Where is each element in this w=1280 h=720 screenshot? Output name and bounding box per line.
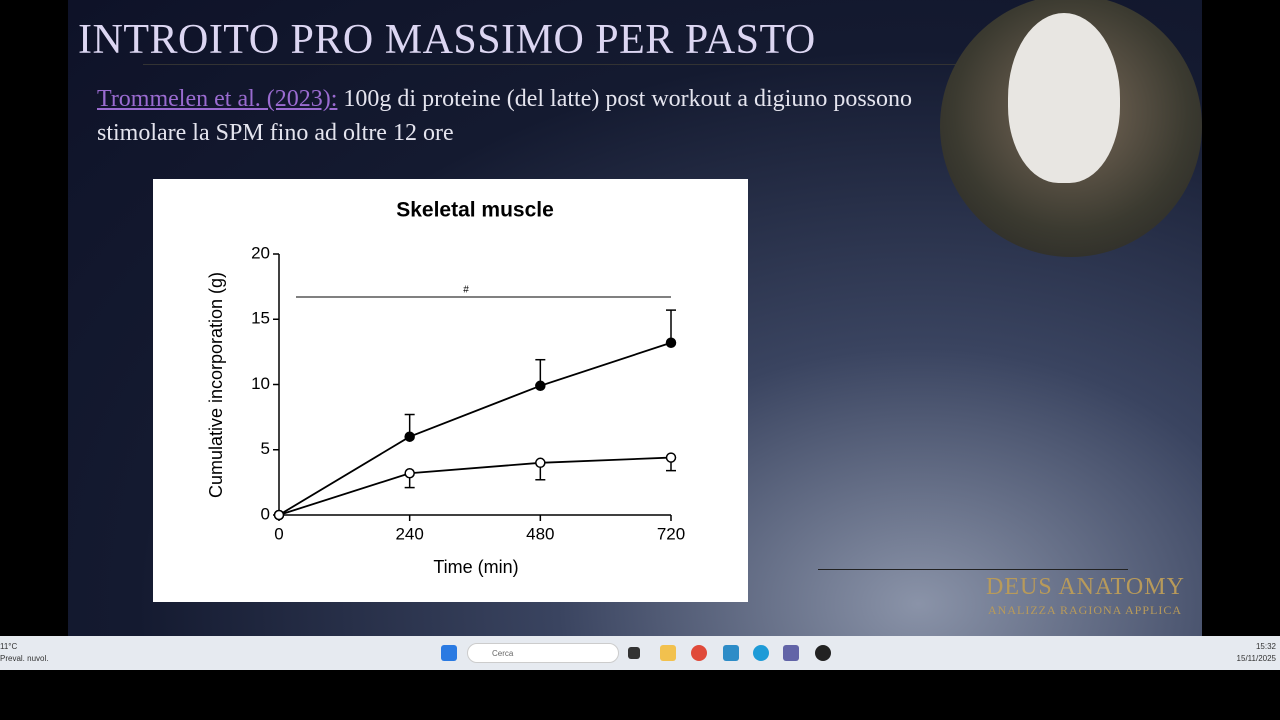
annotation: # [463,285,469,296]
search-box[interactable]: Cerca [467,643,619,663]
y-tick-label: 10 [251,374,270,393]
chart: Skeletal muscle Time (min) Cumulative in… [153,179,748,602]
x-tick-label: 0 [274,524,283,543]
point [665,452,677,463]
x-tick-label: 720 [657,524,685,543]
clock-date[interactable]: 15/11/2025 [1236,654,1276,663]
series-line [278,341,672,516]
y-tick-label: 0 [261,504,270,523]
title-rule [143,64,963,65]
slide-title: INTROITO PRO MASSIMO PER PASTO [78,17,816,63]
app-icon[interactable] [815,645,831,661]
series-line [278,456,672,516]
y-tick-label: 5 [261,439,270,458]
edge-icon[interactable] [753,645,769,661]
teams-icon[interactable] [783,645,799,661]
app-icon[interactable] [723,645,739,661]
logo-rule [818,569,1128,570]
chart-title: Skeletal muscle [396,199,554,222]
webcam [940,0,1202,257]
slide-text: Trommelen et al. (2023): 100g di protein… [97,82,937,150]
x-axis-label: Time (min) [433,557,518,577]
start-button[interactable] [441,645,457,661]
clock-time[interactable]: 15:32 [1255,642,1276,651]
point [535,457,546,469]
y-axis-label: Cumulative incorporation (g) [206,272,226,498]
chrome-icon[interactable] [691,645,707,661]
point [273,509,285,521]
x-tick-label: 480 [526,524,554,543]
weather-desc[interactable]: Preval. nuvol. [0,654,49,663]
webcam-person [1008,13,1120,183]
logo-subtitle: ANALIZZA RAGIONA APPLICA [988,603,1183,617]
explorer-icon[interactable] [660,645,676,661]
point [535,380,546,392]
body-text: 100g di proteine (del latte) post workou… [97,86,913,146]
y-tick-label: 15 [251,309,270,328]
point [404,431,415,442]
task-view[interactable] [628,647,640,659]
point [665,337,677,348]
taskbar: 11°C Preval. nuvol. Cerca 15:32 15/11/20… [0,636,1280,670]
y-tick-label: 20 [251,243,270,262]
x-tick-label: 240 [395,524,423,543]
weather-temp[interactable]: 11°C [0,642,18,651]
point [404,467,415,479]
logo: DEUS ANATOMY [986,574,1185,600]
citation-link[interactable]: Trommelen et al. (2023): [97,86,338,112]
